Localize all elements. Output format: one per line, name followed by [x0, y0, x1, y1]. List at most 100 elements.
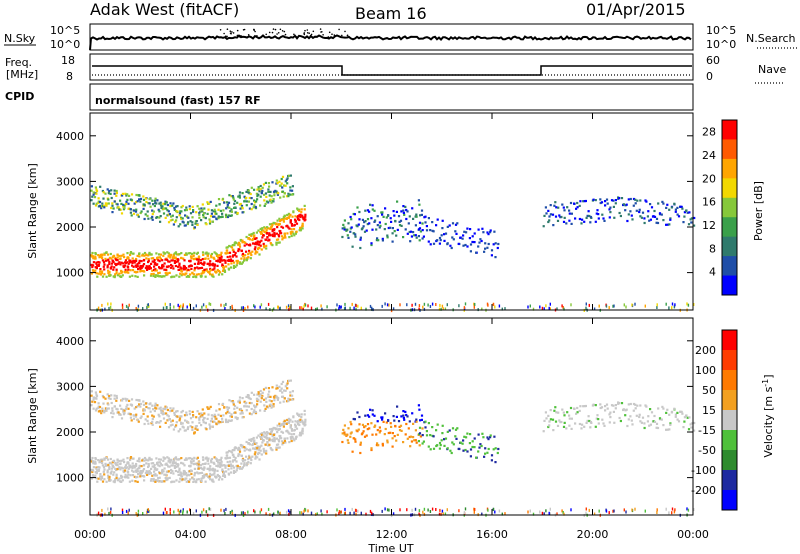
velocity-cell: [148, 509, 150, 513]
power-cell: [164, 216, 167, 219]
velocity-cell: [229, 460, 232, 463]
power-cell: [171, 204, 174, 207]
power-cell: [207, 257, 210, 260]
power-cell: [143, 251, 147, 255]
power-cell: [641, 211, 645, 214]
power-cell: [429, 305, 432, 308]
power-cell: [455, 232, 458, 235]
velocity-cell: [462, 439, 465, 442]
power-cell: [221, 215, 224, 218]
power-cell: [386, 236, 389, 239]
velocity-cell: [282, 421, 285, 424]
velocity-colorbar-tick: -50: [698, 444, 716, 457]
velocity-cell: [554, 406, 557, 409]
power-cell: [157, 208, 160, 211]
velocity-cell: [164, 405, 167, 408]
velocity-cell: [263, 398, 266, 401]
power-cell: [693, 224, 696, 227]
power-cell: [368, 210, 371, 213]
velocity-cell: [548, 420, 551, 423]
power-cell: [201, 203, 204, 206]
power-cell: [256, 188, 259, 191]
velocity-cell: [166, 408, 169, 412]
velocity-cell: [198, 412, 201, 415]
velocity-cell: [268, 390, 271, 393]
velocity-cell: [297, 423, 300, 426]
velocity-cell: [357, 509, 359, 513]
velocity-cell: [423, 512, 426, 516]
velocity-cell: [152, 473, 156, 476]
velocity-cell: [158, 476, 161, 479]
velocity-cell: [411, 412, 414, 415]
velocity-cell: [95, 407, 98, 410]
power-cell: [686, 211, 689, 214]
velocity-cell: [157, 464, 160, 467]
power-cell: [394, 220, 397, 223]
power-cell: [168, 213, 171, 216]
velocity-cell: [545, 417, 548, 420]
power-cell: [149, 267, 152, 270]
velocity-cell: [371, 413, 374, 416]
power-cell: [645, 200, 648, 203]
velocity-cell: [256, 400, 259, 403]
power-cell: [278, 241, 281, 244]
power-cell: [217, 208, 220, 211]
velocity-cell: [225, 507, 227, 511]
velocity-cell: [148, 469, 151, 473]
power-cell: [219, 216, 222, 219]
velocity-cell: [139, 472, 142, 475]
power-cell: [138, 252, 141, 255]
velocity-cell: [108, 461, 111, 464]
velocity-cell: [229, 415, 232, 418]
power-cell: [501, 307, 503, 311]
power-cell: [130, 214, 133, 217]
power-cell: [236, 259, 239, 262]
velocity-cell: [583, 425, 586, 428]
power-cell: [229, 258, 233, 261]
velocity-cell: [253, 393, 256, 396]
velocity-cell: [162, 511, 165, 515]
velocity-cell: [634, 403, 637, 406]
power-cell: [588, 303, 590, 307]
velocity-cell: [216, 473, 219, 477]
date-title: 01/Apr/2015: [586, 0, 686, 19]
power-cell: [310, 306, 313, 310]
power-cell: [280, 225, 283, 228]
power-cell: [256, 242, 259, 245]
velocity-cell: [254, 510, 256, 514]
power-cell: [411, 207, 414, 210]
power-cell: [352, 212, 355, 216]
velocity-cell: [236, 467, 239, 470]
power-cell: [498, 304, 501, 308]
velocity-cell: [127, 476, 130, 479]
power-cell: [554, 201, 557, 204]
power-cell: [350, 218, 353, 221]
velocity-cell: [153, 468, 156, 471]
velocity-cell: [163, 480, 166, 483]
velocity-cell: [294, 437, 297, 440]
velocity-cell: [133, 407, 136, 410]
velocity-cell: [157, 461, 160, 464]
power-cell: [221, 259, 224, 262]
velocity-cell: [236, 406, 239, 409]
power-cell: [494, 242, 497, 245]
power-cell: [289, 220, 292, 224]
velocity-cell: [291, 394, 294, 397]
power-cell: [429, 229, 432, 232]
velocity-cell: [248, 448, 251, 451]
velocity-cell: [596, 414, 599, 417]
velocity-cell: [154, 474, 157, 477]
velocity-cell: [344, 511, 346, 515]
power-cell: [197, 260, 200, 263]
power-cell: [198, 211, 201, 215]
power-cell: [239, 202, 242, 206]
power-cell: [414, 224, 417, 227]
power-cell: [152, 210, 155, 213]
velocity-cell: [226, 408, 229, 411]
power-cell: [148, 198, 151, 201]
velocity-cell: [110, 507, 112, 511]
power-cell: [174, 251, 178, 254]
velocity-cell: [247, 458, 250, 461]
power-cell: [217, 217, 220, 220]
velocity-cell: [178, 417, 182, 420]
